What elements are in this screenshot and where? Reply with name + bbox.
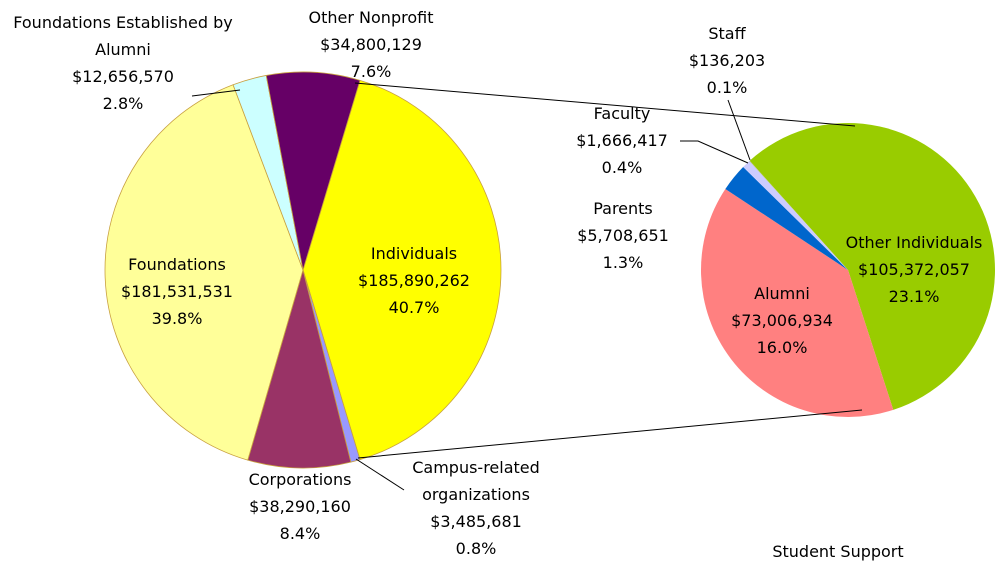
percent-label: 23.1% [888, 287, 940, 306]
value-label: $185,890,262 [358, 271, 470, 290]
category-label: Foundations Established by Alumni [13, 13, 233, 59]
pie-slice [749, 123, 995, 410]
connector-line [357, 409, 863, 459]
pie-slice [701, 188, 894, 417]
slice-label: Alumni $73,006,934 16.0% [731, 280, 833, 361]
value-label: $181,531,531 [121, 282, 233, 301]
connector-line [354, 82, 856, 127]
percent-label: 2.8% [102, 94, 144, 113]
pie-slice [104, 84, 304, 461]
value-label: $34,800,129 [320, 35, 422, 54]
percent-label: 7.6% [350, 62, 392, 81]
slice-label: Other Nonprofit $34,800,129 7.6% [309, 4, 434, 85]
category-label: Staff [708, 24, 746, 43]
slice-label: Other Individuals $105,372,057 23.1% [846, 229, 983, 310]
value-label: $38,290,160 [249, 497, 351, 516]
pie-slice [302, 79, 502, 461]
percent-label: 0.4% [601, 158, 643, 177]
pie-slice [749, 160, 848, 270]
value-label: $12,656,570 [72, 67, 174, 86]
percent-label: 40.7% [388, 298, 440, 317]
slice-label: Campus-related organizations $3,485,681 0.… [396, 454, 556, 562]
slice-label: Individuals $185,890,262 40.7% [358, 240, 470, 321]
percent-label: 39.8% [151, 309, 203, 328]
value-label: $5,708,651 [577, 226, 669, 245]
slice-label: Faculty $1,666,417 0.4% [576, 100, 668, 181]
category-label: Individuals [370, 244, 458, 263]
slice-label: Staff $136,203 0.1% [689, 20, 765, 101]
category-label: Foundations [128, 255, 226, 274]
category-label: Campus-related organizations [412, 458, 540, 504]
percent-label: 8.4% [279, 524, 321, 543]
leader-line [727, 99, 751, 161]
percent-label: 1.3% [602, 253, 644, 272]
pie-slice [743, 161, 848, 270]
category-label: Faculty [593, 104, 651, 123]
pie-slice [725, 166, 848, 270]
value-label: $3,485,681 [430, 512, 522, 531]
slice-label: Foundations Established by Alumni $12,656… [3, 9, 243, 117]
value-label: $136,203 [688, 51, 766, 70]
category-label: Other Individuals [845, 233, 983, 252]
category-label: Other Nonprofit [308, 8, 434, 27]
category-label: Alumni [754, 284, 810, 303]
leader-line [191, 89, 241, 97]
pie-slice [247, 268, 352, 469]
slice-label: Parents $5,708,651 1.3% [577, 195, 669, 276]
percent-label: 16.0% [756, 338, 808, 357]
slices [104, 71, 995, 469]
value-label: $105,372,057 [858, 260, 970, 279]
category-label: Parents [593, 199, 653, 218]
slice-label: Corporations $38,290,160 8.4% [249, 466, 352, 547]
chart-title: Student Support [772, 542, 904, 561]
percent-label: 0.1% [706, 78, 748, 97]
percent-label: 0.8% [455, 539, 497, 558]
value-label: $73,006,934 [731, 311, 833, 330]
pie-slice [265, 71, 361, 271]
category-label: Corporations [248, 470, 352, 489]
leader-line [680, 140, 749, 164]
slice-label: Foundations $181,531,531 39.8% [121, 251, 233, 332]
value-label: $1,666,417 [576, 131, 668, 150]
leader-line [355, 458, 405, 491]
